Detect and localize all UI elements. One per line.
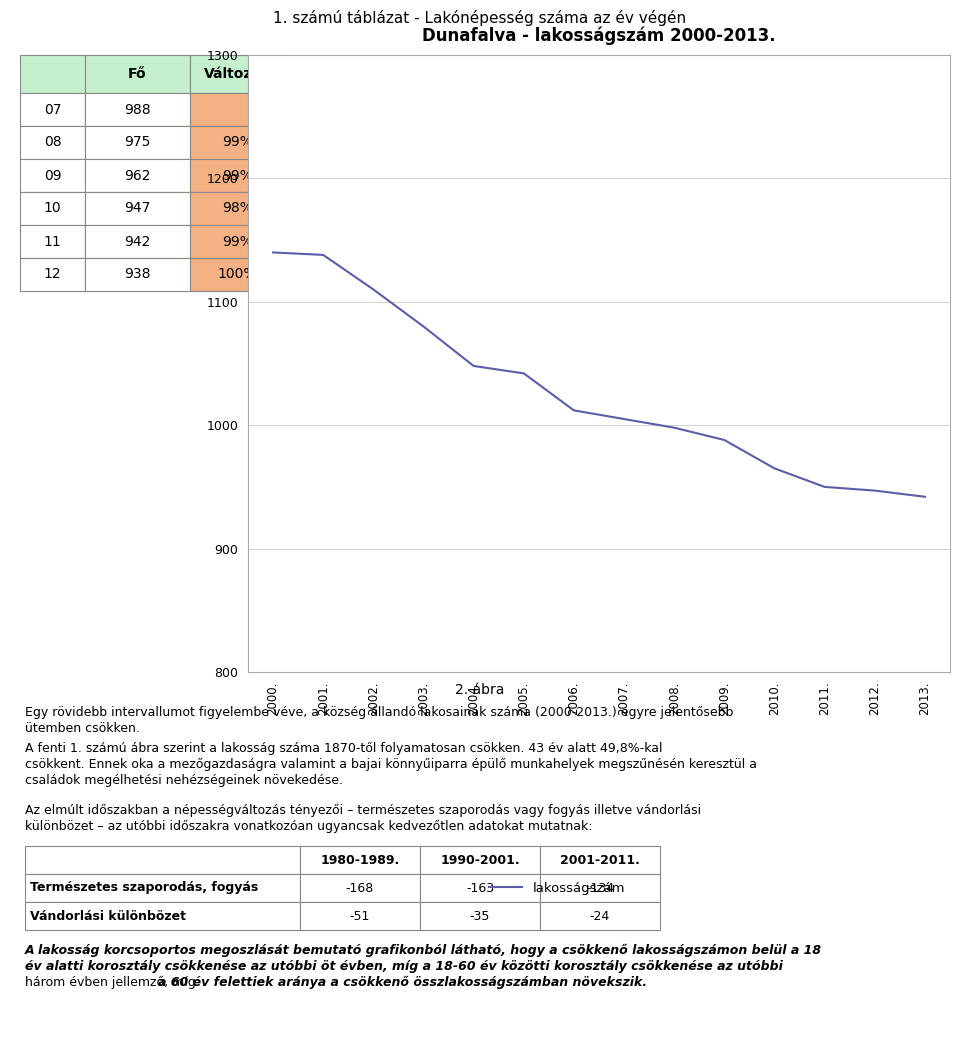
Bar [190,159,285,192]
Text: 07: 07 [44,103,61,116]
Text: 99%: 99% [222,235,252,248]
Legend: lakosságszám: lakosságszám [484,876,630,900]
Bar [25,874,300,902]
Bar [300,874,420,902]
Text: -134: -134 [586,881,614,895]
Text: 2. ábra: 2. ábra [455,683,505,696]
Text: Változás: Változás [204,67,271,81]
Text: A lakosság korcsoportos megoszlását bemutató grafikonból látható, hogy a csökken: A lakosság korcsoportos megoszlását bemu… [25,944,822,957]
Bar [20,159,85,192]
Text: 12: 12 [44,268,61,281]
Bar [20,192,85,225]
Bar [25,846,300,874]
Bar [540,846,660,874]
Text: 100%: 100% [218,268,257,281]
Text: 1980-1989.: 1980-1989. [321,853,399,867]
Bar [190,55,285,93]
Bar [20,93,85,126]
Bar [20,225,85,258]
Bar [540,874,660,902]
Text: 99%: 99% [222,168,252,183]
Text: családok megélhetési nehézségeinek növekedése.: családok megélhetési nehézségeinek növek… [25,774,343,787]
Text: -24: -24 [589,909,611,923]
Text: -168: -168 [346,881,374,895]
Bar [420,846,540,874]
Text: csökkent. Ennek oka a mezőgazdaságra valamint a bajai könnyűiparra épülő munkahe: csökkent. Ennek oka a mezőgazdaságra val… [25,758,757,771]
Text: Természetes szaporodás, fogyás: Természetes szaporodás, fogyás [30,881,258,895]
Bar [420,874,540,902]
Bar [25,902,300,930]
Bar [85,192,190,225]
Text: 1. számú táblázat - Lakónépesség száma az év végén: 1. számú táblázat - Lakónépesség száma a… [274,10,686,26]
Bar [85,258,190,291]
Bar [300,846,420,874]
Bar [420,902,540,930]
Bar [85,55,190,93]
Text: 98%: 98% [222,201,252,216]
Text: 975: 975 [124,136,151,149]
Text: 1990-2001.: 1990-2001. [441,853,519,867]
Bar [85,126,190,159]
Bar [190,225,285,258]
Text: Vándorlási különbözet: Vándorlási különbözet [30,909,186,923]
Text: 08: 08 [44,136,61,149]
Text: a 60 év felettiek aránya a csökkenő összlakosságszámban növekszik.: a 60 év felettiek aránya a csökkenő össz… [157,976,647,989]
Bar [190,126,285,159]
Text: 988: 988 [124,103,151,116]
Text: 10: 10 [44,201,61,216]
Text: ütemben csökken.: ütemben csökken. [25,722,140,735]
Bar [85,159,190,192]
Text: különbözet – az utóbbi időszakra vonatkozóan ugyancsak kedvezőtlen adatokat muta: különbözet – az utóbbi időszakra vonatko… [25,820,592,834]
Bar [300,902,420,930]
Text: 09: 09 [44,168,61,183]
Text: év alatti korosztály csökkenése az utóbbi öt évben, míg a 18-60 év közötti koros: év alatti korosztály csökkenése az utóbb… [25,960,782,973]
Bar [190,192,285,225]
Bar [85,93,190,126]
Bar [190,258,285,291]
Text: három évben jellemző, míg: három évben jellemző, míg [25,976,200,989]
Text: Az elmúlt időszakban a népességváltozás tényezői – természetes szaporodás vagy f: Az elmúlt időszakban a népességváltozás … [25,804,701,817]
Title: Dunafalva - lakosságszám 2000-2013.: Dunafalva - lakosságszám 2000-2013. [422,27,776,45]
Text: -163: -163 [466,881,494,895]
Bar [20,55,85,93]
Text: 947: 947 [124,201,151,216]
Text: 99%: 99% [222,136,252,149]
Bar [20,258,85,291]
Text: 962: 962 [124,168,151,183]
Text: 2001-2011.: 2001-2011. [560,853,640,867]
Text: Fő: Fő [129,67,147,81]
Text: 11: 11 [43,235,61,248]
Text: A fenti 1. számú ábra szerint a lakosság száma 1870-től folyamatosan csökken. 43: A fenti 1. számú ábra szerint a lakosság… [25,742,662,756]
Bar [20,126,85,159]
Text: -35: -35 [469,909,491,923]
Bar [540,902,660,930]
Text: Egy rövidebb intervallumot figyelembe véve, a község állandó lakosainak száma (2: Egy rövidebb intervallumot figyelembe vé… [25,706,733,719]
Bar [85,225,190,258]
Text: 938: 938 [124,268,151,281]
Bar [190,93,285,126]
Text: -51: -51 [349,909,371,923]
Text: 942: 942 [124,235,151,248]
